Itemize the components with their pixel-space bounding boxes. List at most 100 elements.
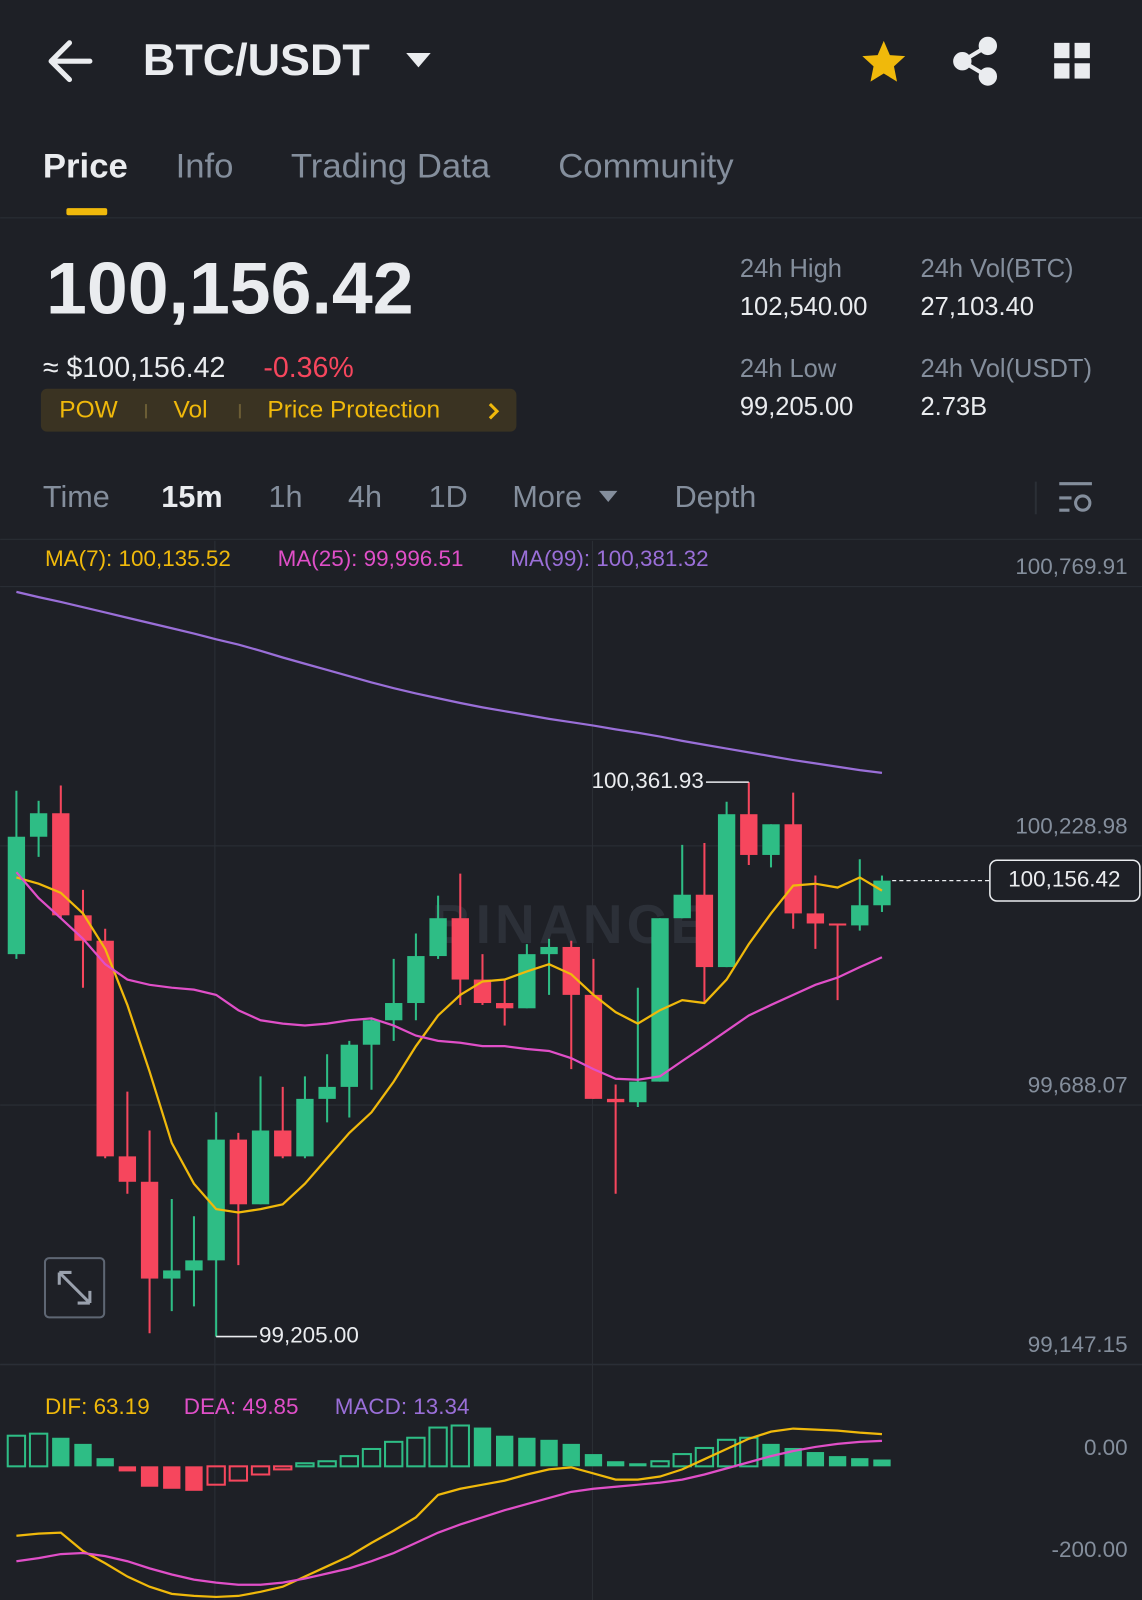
tag-bar <box>40 388 517 432</box>
candle-body <box>185 1260 203 1271</box>
macd-line <box>16 1427 883 1599</box>
candle-body <box>473 979 492 1004</box>
tag[interactable]: Price Protection <box>267 397 440 424</box>
macd-bar <box>273 1465 293 1471</box>
price-change: -0.36% <box>263 352 354 384</box>
candle-body <box>362 1020 381 1045</box>
tab-indicator <box>66 208 108 216</box>
interval[interactable]: 4h <box>348 480 382 514</box>
candle-body <box>784 824 802 914</box>
stat-value: 99,205.00 <box>740 393 853 421</box>
interval-more[interactable]: More <box>512 480 582 514</box>
candle-body <box>7 836 26 955</box>
tag[interactable]: POW <box>59 397 118 424</box>
candle-body <box>318 1086 336 1099</box>
macd-bar <box>450 1424 470 1468</box>
fiat-price: ≈ $100,156.42 <box>43 352 225 384</box>
divider <box>0 538 1142 540</box>
interval-active[interactable]: 15m <box>161 480 222 514</box>
last-price-tag <box>989 859 1141 902</box>
macd-bar <box>228 1465 249 1482</box>
tag[interactable]: Vol <box>174 397 208 424</box>
y-tick-label: 0.00 <box>1084 1435 1128 1460</box>
legend-entry: DIF: 63.19 <box>45 1394 150 1419</box>
last-price-label: 100,156.42 <box>1008 867 1120 892</box>
candle-body <box>118 1156 137 1182</box>
y-tick-label: 99,147.15 <box>1028 1332 1128 1357</box>
candle-body <box>629 1081 647 1103</box>
macd-line <box>16 1439 883 1586</box>
macd-bar <box>28 1432 49 1468</box>
y-tick-label: -200.00 <box>1052 1537 1128 1562</box>
macd-bar <box>6 1434 27 1468</box>
y-tick-label: 100,769.91 <box>1015 554 1127 579</box>
legend-entry: MACD: 13.34 <box>335 1394 470 1419</box>
tag-separator <box>144 404 148 419</box>
back-button[interactable] <box>48 40 93 83</box>
candle-body <box>96 940 114 1157</box>
macd-bar <box>873 1459 891 1467</box>
candle-body <box>340 1044 358 1087</box>
interval[interactable]: 1h <box>268 480 302 514</box>
chart-settings[interactable] <box>1059 482 1092 512</box>
extreme-label: 100,361.93 <box>592 768 704 793</box>
macd-bar <box>384 1440 404 1468</box>
stat-value: 2.73B <box>920 393 987 421</box>
layout-button[interactable] <box>1054 42 1090 79</box>
macd-bar <box>406 1436 426 1468</box>
y-tick-label: 99,688.07 <box>1028 1073 1128 1098</box>
tab-community[interactable]: Community <box>558 148 734 186</box>
expand-button[interactable] <box>43 1257 106 1319</box>
candle-body <box>873 880 891 906</box>
macd-bar <box>540 1439 558 1467</box>
macd-bar <box>163 1466 181 1489</box>
divider <box>0 217 1142 219</box>
legend-entry: MA(99): 100,381.32 <box>510 546 708 571</box>
interval[interactable]: Time <box>43 480 110 514</box>
vertical-grid <box>214 540 216 1600</box>
tab-trading-data[interactable]: Trading Data <box>291 148 491 186</box>
candle-body <box>740 814 758 855</box>
tab-info[interactable]: Info <box>176 148 234 186</box>
legend-entry: MA(25): 99,996.51 <box>278 546 464 571</box>
macd-bar <box>140 1466 159 1487</box>
share-button[interactable] <box>953 36 998 86</box>
macd-bar <box>339 1455 360 1468</box>
candle-body <box>296 1098 314 1157</box>
candle-body <box>163 1270 181 1279</box>
legend-entry: DEA: 49.85 <box>184 1394 299 1419</box>
favorite-star[interactable] <box>862 40 906 82</box>
stat-label: 24h Vol(USDT) <box>920 355 1091 383</box>
macd-bar <box>694 1446 715 1468</box>
candle-body <box>673 894 691 919</box>
candle-body <box>540 946 558 955</box>
candle-body <box>806 913 825 924</box>
tab-price[interactable]: Price <box>43 148 128 186</box>
interval-depth[interactable]: Depth <box>675 480 757 514</box>
candle-body <box>451 918 469 980</box>
ma-line <box>16 590 883 774</box>
interval[interactable]: 1D <box>429 480 468 514</box>
macd-bar <box>317 1460 337 1468</box>
macd-bar <box>496 1435 514 1467</box>
candle-body <box>29 813 48 837</box>
stat-label: 24h High <box>740 255 842 283</box>
macd-bar <box>806 1452 825 1467</box>
macd-bar <box>851 1458 869 1467</box>
pair-title[interactable]: BTC/USDT <box>143 34 370 85</box>
candle-body <box>695 894 714 968</box>
candle-body <box>429 918 447 957</box>
candle-body <box>407 956 425 1004</box>
macd-bar <box>52 1437 70 1467</box>
macd-bar <box>584 1454 603 1467</box>
candle-body <box>52 813 70 916</box>
macd-bar <box>629 1463 647 1467</box>
pair-dropdown[interactable] <box>406 53 431 68</box>
more-caret <box>599 490 618 503</box>
candle-body <box>518 954 536 1009</box>
macd-bar <box>828 1456 847 1467</box>
macd-bar <box>650 1460 670 1468</box>
candle-body <box>762 824 780 855</box>
